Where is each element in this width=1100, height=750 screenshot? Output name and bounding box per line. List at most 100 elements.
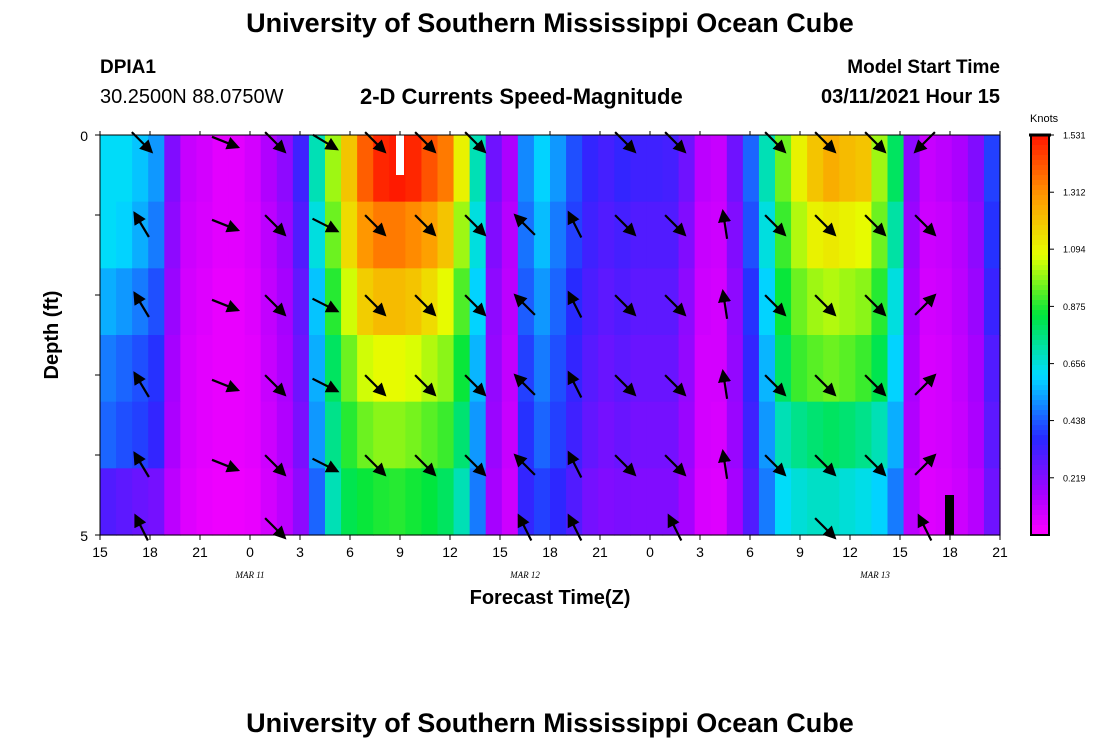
colorbar-segment — [1031, 435, 1049, 441]
current-vector — [211, 458, 241, 473]
current-vector — [718, 369, 732, 399]
current-vector — [513, 453, 536, 476]
heatmap-cell — [421, 335, 439, 403]
heatmap-cell — [662, 335, 680, 403]
heatmap-cell — [292, 335, 310, 403]
colorbar-segment — [1031, 140, 1049, 146]
heatmap-cell — [903, 401, 921, 469]
colorbar-segment — [1031, 260, 1049, 266]
heatmap-cell — [325, 335, 342, 403]
heatmap-cell — [550, 268, 567, 336]
heatmap-cell — [694, 268, 712, 336]
missing-data-mark — [396, 135, 404, 175]
heatmap-cell — [373, 135, 390, 203]
heatmap-cell — [469, 268, 487, 336]
heatmap-cell — [630, 201, 648, 269]
heatmap-cell — [405, 201, 423, 269]
heatmap-cell — [244, 201, 262, 269]
colorbar-tick-label: 0.438 — [1063, 416, 1086, 426]
heatmap-cell — [164, 201, 181, 269]
heatmap-cell — [292, 401, 310, 469]
heatmap-cell — [116, 335, 133, 403]
heatmap-cell — [662, 201, 680, 269]
colorbar-segment — [1031, 200, 1049, 206]
x-tick-label: 21 — [992, 544, 1008, 560]
colorbar-segment — [1031, 190, 1049, 196]
heatmap-cell — [501, 335, 519, 403]
heatmap-cell — [887, 468, 905, 536]
heatmap-cell — [791, 268, 808, 336]
current-vector — [264, 294, 287, 317]
current-vector — [513, 373, 536, 396]
heatmap-cell — [341, 401, 358, 469]
current-vector — [864, 214, 887, 237]
current-vector — [567, 450, 583, 478]
heatmap-cell — [758, 135, 776, 203]
heatmap-cell — [325, 201, 342, 269]
heatmap-cell — [405, 335, 423, 403]
heatmap-cell — [212, 401, 230, 469]
heatmap-cell — [951, 468, 969, 536]
x-tick-label: 15 — [92, 544, 108, 560]
x-tick-label: 12 — [842, 544, 858, 560]
current-vector — [917, 513, 933, 541]
heatmap-cell — [839, 268, 856, 336]
heatmap-cell — [389, 335, 406, 403]
model-start-time-value: 03/11/2021 Hour 15 — [820, 86, 1000, 108]
heatmap-cell — [566, 335, 583, 403]
colorbar-segment — [1031, 145, 1049, 151]
heatmap-cell — [598, 201, 615, 269]
heatmap-cell — [967, 268, 985, 336]
heatmap-cell — [228, 268, 246, 336]
heatmap-cell — [325, 135, 342, 203]
heatmap-cell — [148, 468, 165, 536]
heatmap-cell — [437, 268, 455, 336]
current-vector — [764, 374, 787, 397]
heatmap-cell — [196, 135, 214, 203]
heatmap-cell — [935, 401, 953, 469]
heatmap-cell — [228, 401, 246, 469]
heatmap-cell — [919, 335, 937, 403]
current-vector — [614, 294, 637, 317]
colorbar-tick-label: 1.094 — [1063, 245, 1086, 255]
heatmap-cell — [807, 135, 824, 203]
heatmap-cell — [180, 135, 198, 203]
station-id: DPIA1 — [100, 57, 156, 78]
heatmap-cell — [678, 401, 696, 469]
x-tick-label: 18 — [542, 544, 558, 560]
heatmap-cell — [196, 468, 214, 536]
heatmap-cell — [726, 201, 744, 269]
heatmap-cell — [164, 135, 181, 203]
heatmap-cell — [469, 468, 487, 536]
heatmap-cell — [550, 135, 567, 203]
heatmap-cell — [212, 201, 230, 269]
heatmap-cell — [951, 335, 969, 403]
heatmap-cell — [453, 268, 471, 336]
heatmap-cell — [678, 201, 696, 269]
heatmap-cell — [903, 335, 921, 403]
colorbar-segment — [1031, 530, 1049, 536]
current-vector — [864, 294, 887, 317]
heatmap-cell — [791, 401, 808, 469]
heatmap-cell — [951, 201, 969, 269]
heatmap-cell — [919, 468, 937, 536]
heatmap-cell — [212, 335, 230, 403]
heatmap-cell — [694, 201, 712, 269]
heatmap-cell — [742, 201, 760, 269]
colorbar-segment — [1031, 450, 1049, 456]
colorbar-tick-label: 0.875 — [1063, 302, 1086, 312]
colorbar-segment — [1031, 385, 1049, 391]
current-vector — [517, 513, 533, 541]
chart-main-title: University of Southern Mississippi Ocean… — [246, 8, 854, 38]
heatmap-cell — [517, 201, 535, 269]
heatmap-cell — [742, 135, 760, 203]
colorbar-segment — [1031, 390, 1049, 396]
heatmap-cell — [244, 268, 262, 336]
heatmap-cell — [501, 401, 519, 469]
heatmap-cell — [341, 268, 358, 336]
heatmap-cell — [823, 401, 840, 469]
heatmap-cell — [260, 268, 278, 336]
heatmap-cell — [405, 401, 423, 469]
heatmap-cell — [196, 335, 214, 403]
colorbar-segment — [1031, 475, 1049, 481]
